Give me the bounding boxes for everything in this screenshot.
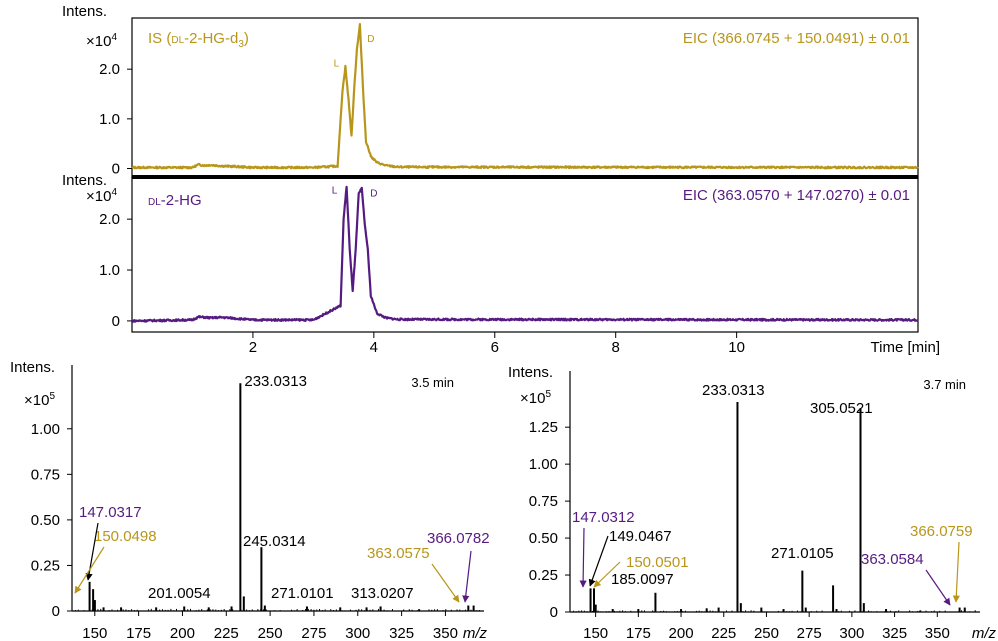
- peak-label: 149.0467: [609, 528, 672, 545]
- arrow-150: [593, 561, 621, 588]
- x-tick-label: 200: [170, 625, 195, 641]
- x-tick-label: 150: [82, 625, 107, 641]
- x-tick-label: 6: [491, 339, 499, 356]
- y-tick-label: 0.25: [31, 557, 60, 574]
- peak-label: L: [334, 59, 340, 70]
- x-tick-label: 325: [882, 625, 907, 641]
- peak-label: 147.0312: [572, 509, 635, 526]
- chromatogram-title: IS (DL-2-HG-d3): [148, 30, 249, 50]
- y-tick-label: 1.0: [99, 111, 120, 128]
- peak-label: 201.0054: [148, 585, 211, 602]
- y-tick-label: 0.75: [529, 493, 558, 510]
- arrow-363: [925, 569, 951, 606]
- x-tick-label: 2: [249, 339, 257, 356]
- x-tick-label: 250: [258, 625, 283, 641]
- arrow-150: [74, 546, 105, 594]
- peak-label: 147.0317: [79, 504, 142, 521]
- peak-label: 233.0313: [702, 382, 765, 399]
- y-axis-multiplier: ×105: [520, 389, 551, 407]
- peak-label: 271.0101: [271, 585, 334, 602]
- x-tick-label: 10: [728, 339, 745, 356]
- peak-label: 150.0501: [626, 554, 689, 571]
- y-tick-label: 1.25: [529, 419, 558, 436]
- x-tick-label: 4: [370, 339, 378, 356]
- eic-label: EIC (363.0570 + 147.0270) ± 0.01: [683, 187, 910, 204]
- peak-label: 245.0314: [243, 533, 306, 550]
- y-tick-label: 1.0: [99, 262, 120, 279]
- chromatogram-trace: [131, 185, 919, 323]
- y-axis-multiplier: ×104: [86, 32, 117, 50]
- peak-label: L: [332, 186, 338, 197]
- x-tick-label: 250: [754, 625, 779, 641]
- peak-label: 233.0313: [244, 373, 307, 390]
- time-label: 3.7 min: [923, 377, 966, 392]
- peak-label: 363.0575: [367, 545, 430, 562]
- chromatogram-title: DL-2-HG: [148, 192, 202, 209]
- time-label: 3.5 min: [411, 375, 454, 390]
- peak-label: 305.0521: [810, 400, 873, 417]
- x-tick-label: 350: [433, 625, 458, 641]
- y-tick-label: 0.50: [529, 530, 558, 547]
- peak-label: 271.0105: [771, 545, 834, 562]
- x-tick-label: 200: [669, 625, 694, 641]
- y-axis-label: Intens.: [62, 3, 107, 20]
- arrow-147: [85, 522, 99, 581]
- y-tick-label: 0.50: [31, 512, 60, 529]
- peak-label: 363.0584: [861, 551, 924, 568]
- x-axis-label: m/z: [972, 625, 997, 641]
- y-tick-label: 1.00: [31, 421, 60, 438]
- y-tick-label: 0: [550, 604, 558, 621]
- y-axis-label: Intens.: [62, 172, 107, 189]
- peak-label: 185.0097: [611, 571, 674, 588]
- x-axis-label: Time [min]: [871, 339, 940, 356]
- y-axis-label: Intens.: [10, 359, 55, 376]
- peak-label: D: [367, 34, 374, 45]
- arrow-149: [588, 535, 609, 587]
- peak-label: 313.0207: [351, 585, 414, 602]
- x-tick-label: 275: [301, 625, 326, 641]
- peak-label: D: [370, 188, 377, 199]
- y-axis-label: Intens.: [508, 364, 553, 381]
- x-tick-label: 175: [126, 625, 151, 641]
- x-axis-label: m/z: [463, 625, 488, 641]
- arrow-366: [952, 541, 960, 603]
- arrow-363: [431, 563, 460, 603]
- y-tick-label: 1.00: [529, 456, 558, 473]
- arrow-147: [579, 527, 587, 588]
- y-axis-multiplier: ×105: [24, 391, 55, 409]
- y-tick-label: 2.0: [99, 61, 120, 78]
- y-tick-label: 0: [52, 603, 60, 620]
- x-tick-label: 300: [839, 625, 864, 641]
- y-axis-multiplier: ×104: [86, 187, 117, 205]
- y-tick-label: 0.75: [31, 466, 60, 483]
- arrow-366: [462, 550, 472, 603]
- x-tick-label: 300: [345, 625, 370, 641]
- peak-label: 150.0498: [94, 528, 157, 545]
- x-tick-label: 225: [214, 625, 239, 641]
- x-tick-label: 350: [925, 625, 950, 641]
- x-tick-label: 275: [797, 625, 822, 641]
- y-tick-label: 2.0: [99, 211, 120, 228]
- x-tick-label: 150: [583, 625, 608, 641]
- y-tick-label: 0.25: [529, 567, 558, 584]
- y-tick-label: 0: [112, 313, 120, 330]
- x-tick-label: 175: [626, 625, 651, 641]
- eic-label: EIC (366.0745 + 150.0491) ± 0.01: [683, 30, 910, 47]
- peak-label: 366.0759: [910, 523, 973, 540]
- y-tick-label: 0: [112, 161, 120, 178]
- chromatogram-trace: [131, 23, 919, 170]
- peak-label: 366.0782: [427, 530, 490, 547]
- x-tick-label: 8: [612, 339, 620, 356]
- x-tick-label: 325: [389, 625, 414, 641]
- x-tick-label: 225: [711, 625, 736, 641]
